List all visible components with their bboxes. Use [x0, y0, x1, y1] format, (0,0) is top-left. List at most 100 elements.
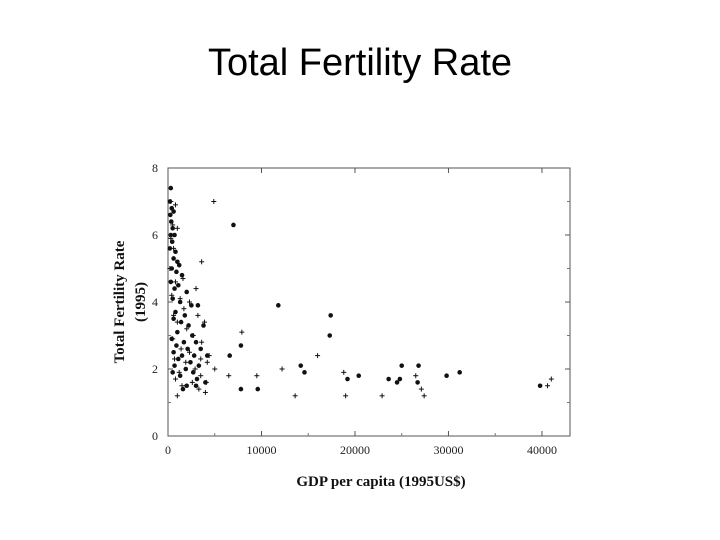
data-point-dot — [394, 380, 400, 385]
data-point-dot — [173, 249, 178, 255]
data-point-dot — [169, 205, 175, 211]
data-point-plus — [226, 373, 232, 379]
data-point-dot — [170, 226, 175, 231]
data-point-dot — [416, 363, 421, 368]
data-point-plus — [171, 312, 177, 318]
data-point-dot — [415, 380, 420, 385]
data-point-dot — [231, 222, 236, 228]
data-point-dot — [168, 185, 174, 191]
data-point-dot — [302, 370, 307, 375]
data-point-dot — [172, 363, 177, 368]
data-point-dot — [457, 370, 462, 375]
data-point-dot — [173, 309, 178, 315]
data-point-plus — [174, 319, 180, 325]
data-point-plus — [168, 199, 174, 204]
data-point-dot — [171, 316, 176, 322]
data-point-plus — [343, 393, 349, 399]
data-point-plus — [193, 286, 199, 292]
data-point-plus — [178, 346, 184, 352]
data-point-plus — [172, 376, 178, 382]
data-point-plus — [172, 202, 178, 208]
data-point-dot — [178, 319, 184, 325]
data-point-plus — [418, 386, 424, 392]
data-point-plus — [413, 373, 419, 379]
data-point-dot — [181, 339, 187, 345]
data-point-dot — [227, 353, 233, 358]
data-point-dot — [255, 386, 261, 392]
data-point-dot — [168, 212, 173, 218]
data-point-dot — [168, 232, 174, 238]
data-point-plus — [170, 222, 176, 228]
data-point-dot — [171, 349, 176, 355]
y-tick-label: 2 — [152, 362, 158, 376]
slide-title: Total Fertility Rate — [207, 42, 513, 84]
data-point-plus — [192, 366, 198, 372]
x-axis-label: GDP per capita (1995US$) — [296, 474, 465, 490]
data-point-plus — [181, 306, 187, 312]
data-point-plus — [187, 349, 193, 355]
data-point-plus — [196, 386, 202, 392]
data-point-dot — [195, 303, 201, 308]
x-tick-label: 0 — [165, 443, 171, 457]
data-point-dot — [444, 373, 449, 379]
data-point-dot — [180, 386, 186, 392]
data-point-plus — [198, 356, 204, 362]
data-point-dot — [174, 269, 179, 275]
data-point-plus — [199, 339, 205, 345]
data-point-dot — [175, 356, 181, 362]
data-point-dot — [172, 286, 177, 291]
y-tick-label: 4 — [152, 295, 158, 309]
data-point-plus — [170, 336, 176, 342]
data-point-dot — [175, 329, 180, 335]
data-point-dot — [179, 272, 185, 278]
data-point-dot — [537, 383, 543, 389]
y-tick-label: 8 — [152, 161, 158, 175]
data-point-dot — [175, 282, 181, 288]
data-point-dot — [183, 366, 189, 372]
data-point-dot — [170, 296, 175, 301]
data-point-dot — [238, 386, 244, 392]
data-point-plus — [211, 199, 217, 204]
x-tick-label: 20000 — [340, 443, 370, 457]
x-tick-label: 30000 — [433, 443, 463, 457]
data-point-dot — [193, 383, 199, 389]
y-tick-label: 0 — [152, 429, 158, 443]
data-point-dot — [201, 323, 206, 328]
data-point-dot — [172, 232, 177, 238]
data-point-dot — [171, 209, 176, 214]
data-point-dot — [190, 370, 196, 375]
data-point-plus — [184, 326, 190, 332]
data-point-dot — [175, 259, 180, 265]
data-point-plus — [174, 225, 180, 231]
data-point-plus — [341, 369, 347, 375]
data-point-dot — [184, 289, 189, 295]
data-point-plus — [177, 296, 183, 302]
x-tick-label: 40000 — [527, 443, 557, 457]
data-point-dot — [174, 343, 179, 348]
data-point-dot — [328, 313, 333, 318]
data-point-plus — [254, 373, 260, 379]
data-point-plus — [204, 359, 210, 365]
data-point-plus — [183, 359, 189, 365]
data-point-dot — [196, 363, 202, 368]
data-point-dot — [276, 303, 281, 308]
data-point-plus — [179, 383, 185, 389]
data-point-plus — [176, 369, 182, 375]
y-axis-label-line2: (1995) — [133, 282, 149, 322]
data-point-dot — [386, 376, 391, 382]
data-point-dot — [186, 323, 191, 328]
data-point-dot — [171, 256, 176, 261]
data-point-plus — [172, 279, 178, 285]
data-point-dot — [168, 279, 174, 285]
data-point-dot — [188, 360, 193, 365]
data-point-plus — [174, 393, 180, 399]
data-point-dot — [191, 353, 197, 358]
data-point-dot — [193, 339, 199, 345]
data-point-plus — [189, 379, 195, 385]
data-point-dot — [399, 363, 405, 368]
data-point-plus — [190, 333, 196, 338]
data-point-plus — [167, 266, 173, 271]
data-point-plus — [421, 393, 427, 399]
data-point-plus — [548, 376, 554, 382]
